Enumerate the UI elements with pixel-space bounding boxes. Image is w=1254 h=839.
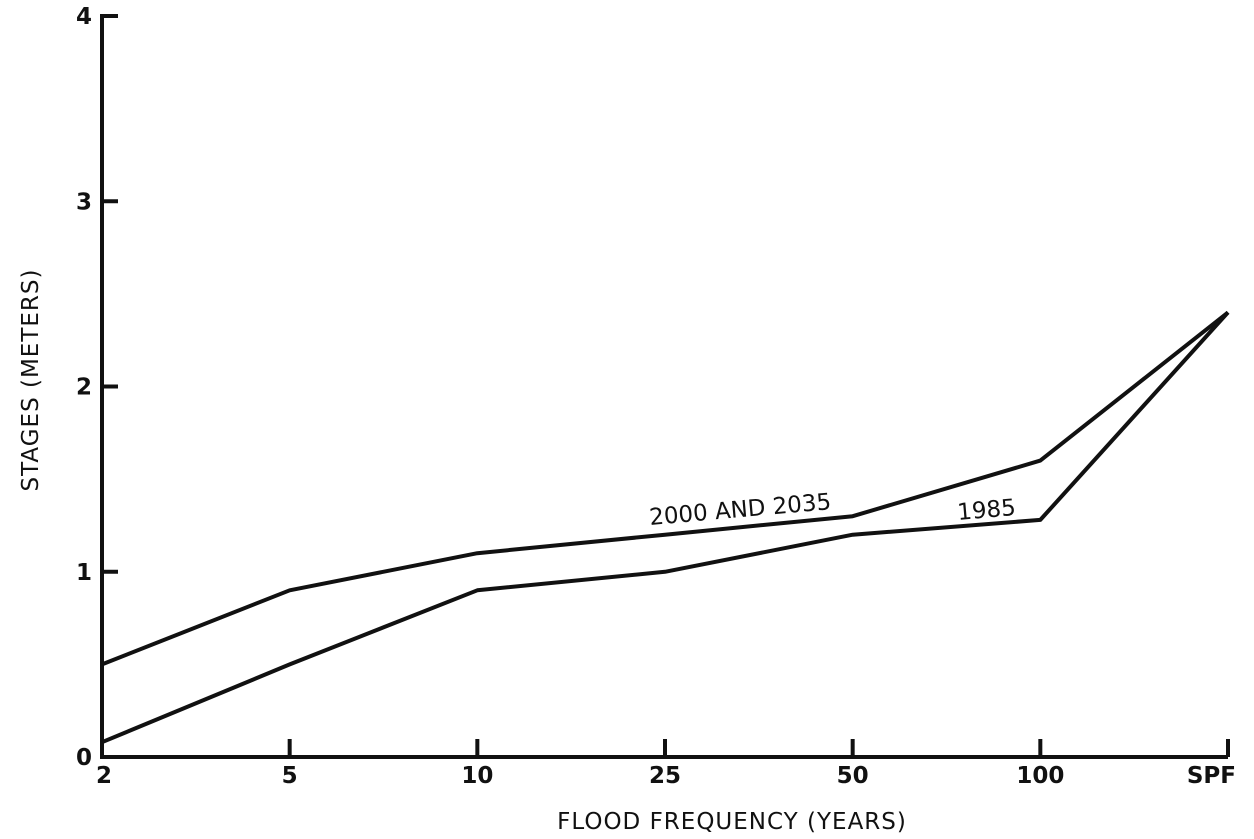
x-tick-label-10: 10 [461,763,493,789]
series-lines [101,310,1230,745]
x-tick-label-25: 25 [649,763,681,789]
x-tick-label-2: 2 [96,763,112,789]
y-tick-label-1: 1 [76,560,92,586]
x-axis-title: FLOOD FREQUENCY (YEARS) [557,809,907,835]
y-tick-label-0: 0 [76,745,92,771]
y-axis-title: STAGES (METERS) [18,269,44,492]
y-tick-label-4: 4 [76,4,92,30]
series-line-1985 [101,311,1230,745]
x-tick-label-SPF: SPF [1187,763,1236,789]
tick-marks [100,14,1230,759]
series-line-2000-and-2035 [101,310,1230,667]
x-tick-label-50: 50 [837,763,869,789]
y-tick-label-3: 3 [76,189,92,215]
y-tick-label-2: 2 [76,375,92,401]
series-label-2000-and-2035: 2000 AND 2035 [648,489,832,531]
series-label-1985: 1985 [956,495,1017,526]
x-tick-label-100: 100 [1016,763,1064,789]
x-tick-label-5: 5 [282,763,298,789]
